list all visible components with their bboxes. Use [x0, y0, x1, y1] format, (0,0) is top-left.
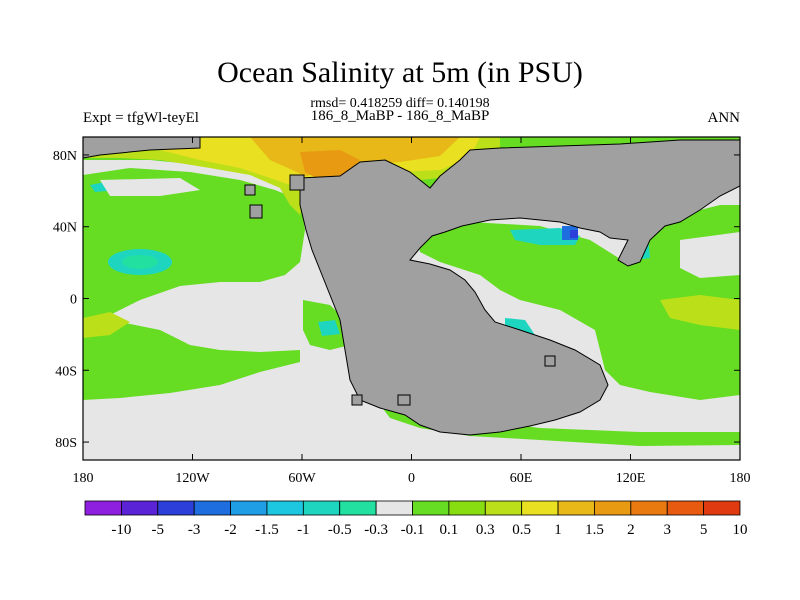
land-island [351, 394, 363, 406]
colorbar-label: 0.5 [512, 522, 531, 538]
y-tick-label: 80S [55, 436, 77, 451]
y-tick-label: 80N [53, 149, 77, 164]
colorbar-label: 2 [627, 522, 635, 538]
x-tick-label: 180 [730, 471, 751, 486]
colorbar-swatch [630, 500, 668, 516]
colorbar-swatch [302, 500, 341, 516]
colorbar-swatch [266, 500, 304, 516]
x-tick-label: 180 [73, 471, 94, 486]
colorbar-label: -0.1 [401, 522, 425, 538]
colorbar-label: -0.5 [328, 522, 352, 538]
x-tick-label: 120W [175, 471, 210, 486]
colorbar-label: 0.1 [440, 522, 459, 538]
ocean-neutral-patch [680, 232, 740, 278]
land-island [544, 355, 556, 367]
y-tick-label: 40S [55, 364, 77, 379]
season-label: ANN [707, 110, 741, 126]
land-island [289, 174, 305, 191]
colorbar-swatch [703, 500, 741, 516]
land-island [83, 137, 201, 159]
colorbar-swatch [157, 500, 195, 516]
ocean-positive-region [415, 205, 740, 400]
y-tick-label: 40N [53, 221, 77, 236]
colorbar-swatch [521, 500, 559, 516]
ocean-positive-region [380, 405, 740, 446]
colorbar-label: 10 [733, 522, 748, 538]
colorbar-swatch [557, 500, 595, 516]
colorbar-swatch [666, 500, 705, 516]
colorbar-label: -2 [224, 522, 237, 538]
colorbar-swatch [594, 500, 632, 516]
colorbar-label: 3 [663, 522, 671, 538]
colorbar-label: -0.3 [364, 522, 388, 538]
chart-subtitle: 186_8_MaBP - 186_8_MaBP [310, 108, 490, 124]
y-tick-label: 0 [70, 293, 77, 308]
x-tick-label: 0 [408, 471, 415, 486]
chart-stats: rmsd= 0.418259 diff= 0.140198 [310, 96, 490, 111]
x-tick-label: 60W [288, 471, 316, 486]
colorbar-label: -1 [297, 522, 310, 538]
x-tick-label: 60E [510, 471, 533, 486]
colorbar-swatch [84, 500, 122, 516]
experiment-label: Expt = tfgWl-teyEl [83, 110, 199, 126]
colorbar-label: 0.3 [476, 522, 495, 538]
land-island [249, 204, 263, 219]
ocean-low-region [122, 255, 158, 269]
land-island [397, 394, 411, 406]
colorbar-swatch [375, 500, 413, 516]
ocean-high-region [250, 137, 460, 176]
colorbar-label: 1 [554, 522, 562, 538]
colorbar-swatch [339, 500, 377, 516]
land-island [244, 184, 256, 196]
colorbar-label: 1.5 [585, 522, 604, 538]
chart-title: Ocean Salinity at 5m (in PSU) [217, 56, 583, 89]
ocean-low-region [318, 320, 340, 336]
colorbar-swatch [120, 500, 159, 516]
land-pangea [299, 139, 740, 436]
map-field [83, 137, 740, 460]
ocean-low-region [570, 230, 578, 238]
colorbar-swatch [193, 500, 231, 516]
ocean-high-region [660, 295, 740, 330]
colorbar-label: 5 [700, 522, 708, 538]
colorbar-label: -3 [188, 522, 201, 538]
colorbar-label: -10 [111, 522, 131, 538]
ocean-positive-region [83, 320, 300, 400]
colorbar-label: -1.5 [255, 522, 279, 538]
ocean-high-region [83, 312, 130, 338]
colorbar-swatch [412, 500, 450, 516]
colorbar-swatch [484, 500, 523, 516]
colorbar-swatch [448, 500, 486, 516]
colorbar-label: -5 [152, 522, 165, 538]
x-tick-label: 120E [616, 471, 646, 486]
ocean-neutral-patch [100, 178, 200, 196]
colorbar-swatch [230, 500, 268, 516]
